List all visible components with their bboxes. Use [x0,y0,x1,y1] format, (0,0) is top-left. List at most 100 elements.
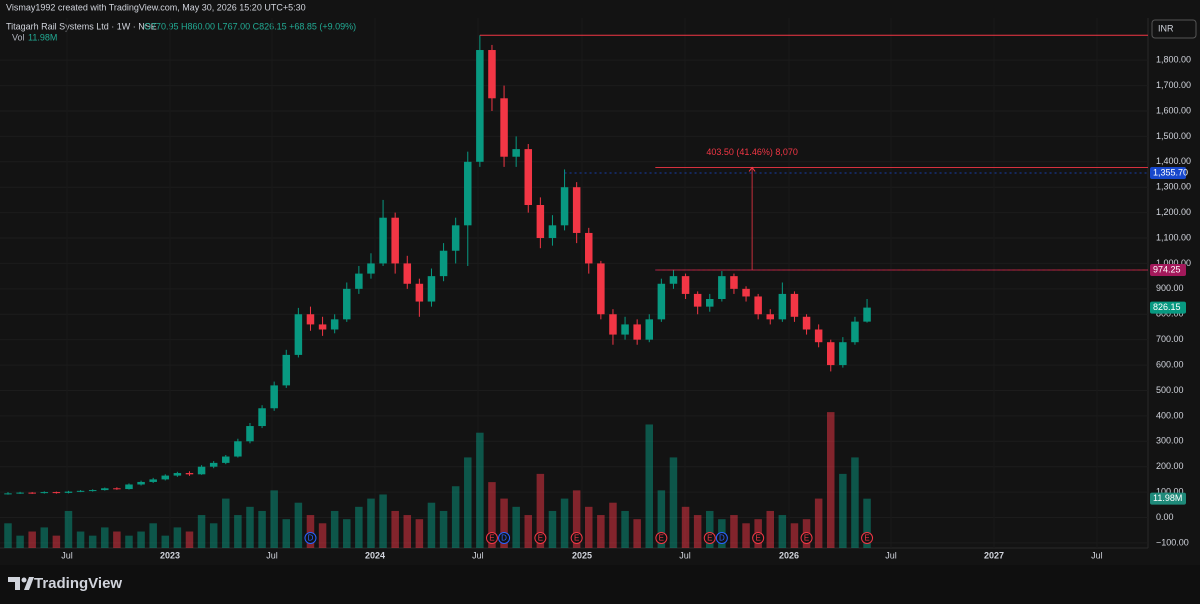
candle-body [367,263,375,274]
volume-bar [379,494,387,548]
x-tick-label: 2026 [779,550,799,560]
x-tick-label: 2024 [365,550,385,560]
candle-body [391,217,399,264]
volume-bar [415,519,424,548]
event-label: E [864,534,869,543]
event-marker [655,532,668,544]
candle-body [718,276,726,300]
candle-body [597,263,605,315]
candle-body [851,321,859,343]
event-marker [861,532,874,544]
event-marker [715,532,728,544]
ohlc: O770.95 H860.00 L767.00 C826.15 +68.85 (… [144,21,356,31]
candle-body [488,50,496,99]
volume-bar [246,506,254,548]
volume-bar [742,523,750,548]
symbol: Titagarh Rail Systems Ltd · 1W · NSE [6,21,157,31]
candle-body [379,217,387,264]
candle-body [427,276,436,302]
volume-title: Vol [12,32,25,42]
footer [0,565,1200,604]
x-tick-label: Jul [885,550,897,560]
logo: TradingView [34,575,122,592]
x-tick-label: 2023 [160,550,180,560]
y-tick-label: 600.00 [1156,359,1184,369]
candle-body [16,492,24,494]
volume-bar [778,515,787,548]
candle-body [234,441,242,457]
event-label: E [804,534,809,543]
candle-body [149,479,157,482]
event-label: D [308,534,314,543]
volume-bar [839,473,847,548]
volume-bar [16,535,24,548]
volume-bar [282,519,291,548]
volume-bar [52,535,61,548]
candle-body [306,314,315,325]
volume-bar [258,510,266,548]
candle-body [645,319,654,340]
candle-body [40,492,49,494]
x-tick-label: Jul [679,550,691,560]
x-tick-label: 2025 [572,550,592,560]
y-tick-label: −100.00 [1156,537,1189,547]
event-marker [570,532,583,544]
price-label: 826.15 [1153,302,1181,312]
candle-body [827,342,835,366]
candle-body [415,283,424,302]
volume-bar [355,506,363,548]
price-label: 1,355.70 [1153,167,1188,177]
x-tick-label: Jul [1091,550,1103,560]
price-label-box [1150,301,1186,314]
candle-body [681,276,690,294]
volume-bar [863,498,871,548]
volume-bar [730,515,738,548]
arrow-head [748,166,756,172]
event-marker [485,532,498,544]
y-tick-label: 900.00 [1156,283,1184,293]
volume-bar [76,531,85,548]
volume-bar [524,515,533,548]
volume-bar [536,473,545,548]
candle-body [294,314,303,355]
y-tick-label: 1,300.00 [1156,182,1191,192]
candle-body [790,293,799,317]
logo-icon [8,577,34,590]
candle-body [101,488,109,491]
candle-body [88,490,97,492]
price-label-box [1150,263,1186,276]
y-tick-label: 1,400.00 [1156,156,1191,166]
y-tick-label: 1,500.00 [1156,131,1191,141]
y-tick-label: 300.00 [1156,436,1184,446]
volume-bar [4,523,12,548]
volume-bar [814,498,823,548]
event-label: E [574,534,579,543]
candle-body [524,149,533,205]
candle-body [52,492,61,494]
event-label: E [489,534,494,543]
measure-label: 403.50 (41.46%) 8,070 [706,147,798,157]
candle-body [742,288,750,297]
volume-bar [669,457,678,548]
y-tick-label: 700.00 [1156,334,1184,344]
currency-box[interactable] [1151,19,1197,39]
candle-body [609,314,617,335]
volume-bar [270,490,278,548]
candle-body [125,484,133,490]
y-tick-label: 0.00 [1156,512,1174,522]
candle-body [355,273,363,289]
volume-bar [403,515,412,548]
price-label-box [1150,167,1186,180]
volume-bar [294,502,303,548]
volume-bar [185,531,194,548]
volume-bar [464,457,472,548]
candle-body [669,276,678,284]
candle-body [222,456,230,463]
volume-bar [64,510,73,548]
volume-bar [125,535,133,548]
candle-body [64,491,73,493]
candle-body [28,492,36,494]
volume-bar [173,527,182,548]
volume-label: 11.98M [1153,493,1182,503]
